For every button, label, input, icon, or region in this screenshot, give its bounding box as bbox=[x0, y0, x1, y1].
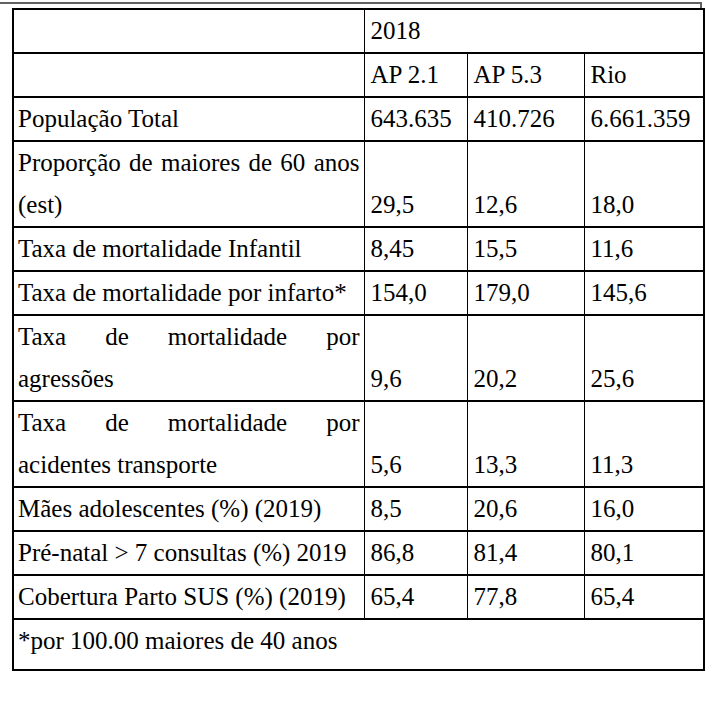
row-label: Cobertura Parto SUS (%) (2019) bbox=[13, 575, 364, 619]
row-label: Proporção de maiores de 60 anos (est) bbox=[13, 141, 364, 227]
row-value: 643.635 bbox=[364, 97, 467, 141]
row-label-text: Taxa de mortalidade por bbox=[18, 402, 360, 444]
row-value: 11,6 bbox=[584, 227, 704, 271]
row-value: 145,6 bbox=[584, 271, 704, 315]
row-label: Mães adolescentes (%) (2019) bbox=[13, 487, 364, 531]
year-header-cell: 2018 bbox=[364, 9, 704, 53]
row-label-text: Cobertura Parto SUS (%) (2019) bbox=[18, 576, 360, 618]
row-value: 11,3 bbox=[584, 401, 704, 487]
empty-cell bbox=[13, 9, 364, 53]
row-label: Pré-natal > 7 consultas (%) 2019 bbox=[13, 531, 364, 575]
row-value: 5,6 bbox=[364, 401, 467, 487]
row-label-text: acidentes transporte bbox=[18, 444, 360, 486]
column-header-rio: Rio bbox=[584, 53, 704, 97]
row-value: 81,4 bbox=[467, 531, 584, 575]
row-value: 86,8 bbox=[364, 531, 467, 575]
row-value: 179,0 bbox=[467, 271, 584, 315]
row-value: 20,6 bbox=[467, 487, 584, 531]
row-label-text: Taxa de mortalidade por infarto* bbox=[18, 272, 360, 314]
row-value: 20,2 bbox=[467, 315, 584, 401]
row-value: 16,0 bbox=[584, 487, 704, 531]
row-value: 9,6 bbox=[364, 315, 467, 401]
row-value: 15,5 bbox=[467, 227, 584, 271]
table-row: Pré-natal > 7 consultas (%) 2019 86,8 81… bbox=[13, 531, 704, 575]
row-value: 77,8 bbox=[467, 575, 584, 619]
row-label-text: Taxa de mortalidade por bbox=[18, 316, 360, 358]
top-crop-rule bbox=[0, 2, 702, 4]
row-value: 6.661.359 bbox=[584, 97, 704, 141]
table-row: Proporção de maiores de 60 anos (est) 29… bbox=[13, 141, 704, 227]
row-label: População Total bbox=[13, 97, 364, 141]
table-row: Cobertura Parto SUS (%) (2019) 65,4 77,8… bbox=[13, 575, 704, 619]
row-label: Taxa de mortalidade Infantil bbox=[13, 227, 364, 271]
table-row: Mães adolescentes (%) (2019) 8,5 20,6 16… bbox=[13, 487, 704, 531]
column-header-ap53: AP 5.3 bbox=[467, 53, 584, 97]
row-label: Taxa de mortalidade por infarto* bbox=[13, 271, 364, 315]
row-value: 154,0 bbox=[364, 271, 467, 315]
footnote-row: *por 100.00 maiores de 40 anos bbox=[13, 619, 704, 670]
table-row: Taxa de mortalidade por acidentes transp… bbox=[13, 401, 704, 487]
row-label-text: (est) bbox=[18, 184, 360, 226]
row-label-text: População Total bbox=[18, 98, 360, 140]
row-value: 80,1 bbox=[584, 531, 704, 575]
column-header-ap21: AP 2.1 bbox=[364, 53, 467, 97]
table-row: População Total 643.635 410.726 6.661.35… bbox=[13, 97, 704, 141]
row-value: 18,0 bbox=[584, 141, 704, 227]
table-footnote: *por 100.00 maiores de 40 anos bbox=[13, 619, 704, 670]
row-label-text: agressões bbox=[18, 358, 360, 400]
row-value: 410.726 bbox=[467, 97, 584, 141]
year-header-row: 2018 bbox=[13, 9, 704, 53]
row-value: 12,6 bbox=[467, 141, 584, 227]
row-label: Taxa de mortalidade por agressões bbox=[13, 315, 364, 401]
row-value: 25,6 bbox=[584, 315, 704, 401]
empty-cell bbox=[13, 53, 364, 97]
document-page: 2018 AP 2.1 AP 5.3 Rio População Total 6… bbox=[0, 0, 720, 703]
row-value: 65,4 bbox=[584, 575, 704, 619]
table-row: Taxa de mortalidade Infantil 8,45 15,5 1… bbox=[13, 227, 704, 271]
row-label: Taxa de mortalidade por acidentes transp… bbox=[13, 401, 364, 487]
column-header-row: AP 2.1 AP 5.3 Rio bbox=[13, 53, 704, 97]
health-indicators-table: 2018 AP 2.1 AP 5.3 Rio População Total 6… bbox=[12, 8, 705, 671]
row-value: 8,5 bbox=[364, 487, 467, 531]
row-value: 13,3 bbox=[467, 401, 584, 487]
table-row: Taxa de mortalidade por infarto* 154,0 1… bbox=[13, 271, 704, 315]
row-label-text: Mães adolescentes (%) (2019) bbox=[18, 488, 360, 530]
row-value: 29,5 bbox=[364, 141, 467, 227]
row-label-text: Taxa de mortalidade Infantil bbox=[18, 228, 360, 270]
row-value: 8,45 bbox=[364, 227, 467, 271]
row-value: 65,4 bbox=[364, 575, 467, 619]
row-label-text: Pré-natal > 7 consultas (%) 2019 bbox=[18, 532, 360, 574]
row-label-text: Proporção de maiores de 60 anos bbox=[18, 142, 360, 184]
table-row: Taxa de mortalidade por agressões 9,6 20… bbox=[13, 315, 704, 401]
